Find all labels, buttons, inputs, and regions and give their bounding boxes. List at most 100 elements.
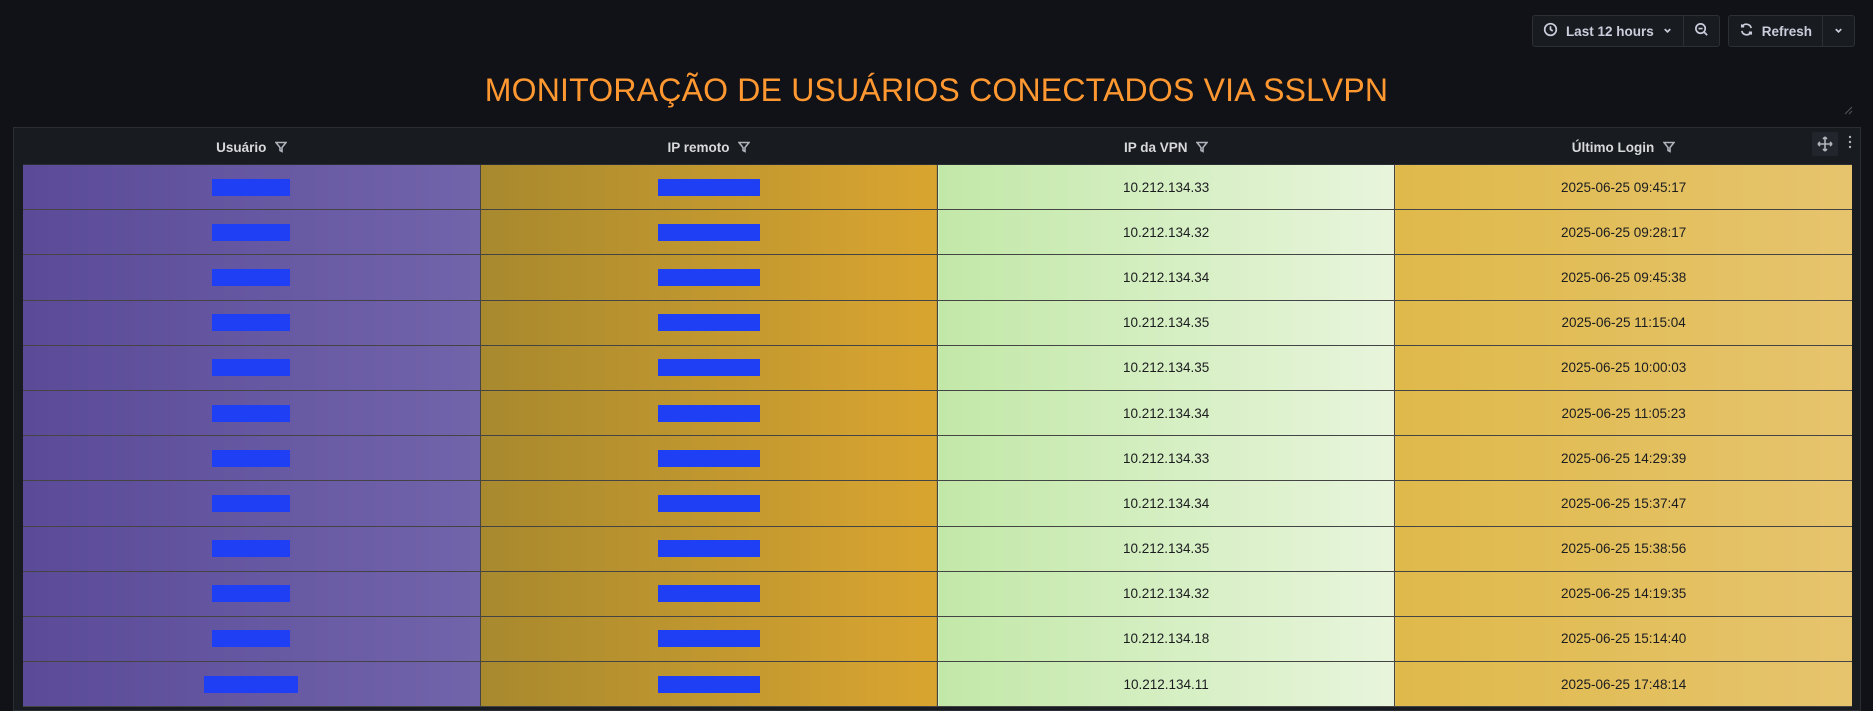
zoom-out-button[interactable]	[1682, 16, 1719, 46]
cell-remote-ip	[479, 254, 938, 301]
redacted-value	[657, 585, 760, 603]
page-title: MONITORAÇÃO DE USUÁRIOS CONECTADOS VIA S…	[484, 72, 1389, 108]
table-row: 10.212.134.35 2025-06-25 15:38:56	[23, 526, 1852, 572]
chevron-down-icon	[1662, 24, 1673, 39]
cell-last-login: 2025-06-25 15:37:47	[1394, 480, 1852, 527]
column-header-label: IP da VPN	[1123, 140, 1188, 156]
redacted-value	[657, 359, 760, 377]
cell-vpn-ip: 10.212.134.32	[936, 571, 1395, 617]
cell-vpn-ip: 10.212.134.34	[936, 390, 1395, 437]
redacted-value	[212, 449, 291, 467]
sessions-table: Usuário IP remoto IP da VPN Último Login	[23, 132, 1852, 708]
move-panel-button[interactable]	[1812, 132, 1838, 156]
cell-remote-ip	[479, 661, 938, 708]
cell-user	[23, 435, 481, 482]
filter-icon[interactable]	[274, 141, 288, 156]
cell-user	[23, 254, 481, 301]
refresh-group: Refresh	[1727, 15, 1855, 47]
table-row: 10.212.134.35 2025-06-25 10:00:03	[23, 345, 1852, 391]
column-header-user[interactable]: Usuário	[23, 132, 481, 165]
chevron-down-icon	[1833, 24, 1844, 39]
cell-vpn-ip: 10.212.134.11	[936, 661, 1395, 708]
refresh-interval-dropdown[interactable]	[1822, 16, 1854, 46]
cell-vpn-ip: 10.212.134.34	[936, 254, 1395, 301]
redacted-value	[212, 178, 291, 196]
redacted-value	[212, 494, 291, 512]
filter-icon[interactable]	[1195, 141, 1209, 156]
redacted-value	[657, 675, 760, 693]
table-row: 10.212.134.33 2025-06-25 14:29:39	[23, 435, 1852, 482]
table-row: 10.212.134.33 2025-06-25 09:45:17	[23, 164, 1852, 211]
cell-user	[23, 616, 481, 663]
redacted-value	[657, 268, 760, 286]
column-header-last-login[interactable]: Último Login	[1394, 132, 1852, 165]
redacted-value	[657, 449, 760, 467]
redacted-value	[212, 359, 291, 377]
cell-last-login: 2025-06-25 09:45:38	[1394, 254, 1852, 301]
table-row: 10.212.134.34 2025-06-25 09:45:38	[23, 254, 1852, 301]
redacted-value	[657, 404, 760, 422]
filter-icon[interactable]	[1662, 141, 1676, 156]
redacted-value	[212, 404, 291, 422]
refresh-icon	[1739, 22, 1754, 40]
cell-vpn-ip: 10.212.134.35	[936, 300, 1395, 346]
dashboard-toolbar: Last 12 hours Refresh	[1531, 15, 1855, 47]
cell-last-login: 2025-06-25 11:05:23	[1394, 390, 1852, 437]
cell-user	[23, 480, 481, 527]
column-header-label: IP remoto	[667, 140, 730, 156]
cell-vpn-ip: 10.212.134.34	[936, 480, 1395, 527]
redacted-value	[204, 675, 299, 693]
redacted-value	[212, 585, 291, 603]
table-row: 10.212.134.35 2025-06-25 11:15:04	[23, 300, 1852, 346]
table-row: 10.212.134.34 2025-06-25 11:05:23	[23, 390, 1852, 437]
cell-vpn-ip: 10.212.134.33	[936, 164, 1395, 211]
cell-last-login: 2025-06-25 14:19:35	[1394, 571, 1852, 617]
cell-last-login: 2025-06-25 11:15:04	[1394, 300, 1852, 346]
column-header-label: Último Login	[1571, 140, 1655, 156]
cell-remote-ip	[479, 390, 938, 437]
move-icon	[1817, 136, 1833, 152]
cell-last-login: 2025-06-25 15:14:40	[1394, 616, 1852, 663]
column-header-remote-ip[interactable]: IP remoto	[480, 132, 938, 165]
cell-remote-ip	[479, 480, 938, 527]
redacted-value	[212, 314, 291, 332]
table-row: 10.212.134.32 2025-06-25 14:19:35	[23, 571, 1852, 617]
column-header-vpn-ip[interactable]: IP da VPN	[937, 132, 1395, 165]
redacted-value	[212, 223, 291, 241]
redacted-value	[657, 314, 760, 332]
cell-remote-ip	[479, 209, 938, 256]
cell-vpn-ip: 10.212.134.35	[936, 526, 1395, 572]
cell-user	[23, 390, 481, 437]
redacted-value	[657, 223, 760, 241]
cell-last-login: 2025-06-25 14:29:39	[1394, 435, 1852, 482]
resize-handle-icon[interactable]	[1843, 105, 1853, 115]
table-row: 10.212.134.32 2025-06-25 09:28:17	[23, 209, 1852, 256]
cell-user	[23, 661, 481, 708]
filter-icon[interactable]	[737, 141, 751, 156]
redacted-value	[657, 178, 760, 196]
redacted-value	[212, 630, 291, 648]
clock-icon	[1543, 22, 1558, 40]
redacted-value	[657, 630, 760, 648]
redacted-value	[212, 268, 291, 286]
redacted-value	[657, 494, 760, 512]
cell-last-login: 2025-06-25 10:00:03	[1394, 345, 1852, 391]
cell-vpn-ip: 10.212.134.18	[936, 616, 1395, 663]
cell-user	[23, 300, 481, 346]
time-range-picker[interactable]: Last 12 hours	[1533, 16, 1683, 46]
cell-user	[23, 164, 481, 211]
redacted-value	[212, 540, 291, 558]
cell-user	[23, 345, 481, 391]
cell-last-login: 2025-06-25 15:38:56	[1394, 526, 1852, 572]
cell-remote-ip	[479, 616, 938, 663]
cell-remote-ip	[479, 164, 938, 211]
cell-user	[23, 526, 481, 572]
zoom-out-icon	[1694, 22, 1709, 40]
table-row: 10.212.134.18 2025-06-25 15:14:40	[23, 616, 1852, 663]
redacted-value	[657, 540, 760, 558]
cell-last-login: 2025-06-25 09:45:17	[1394, 164, 1852, 211]
panel-menu-button[interactable]	[1848, 135, 1852, 154]
refresh-button[interactable]: Refresh	[1729, 16, 1822, 46]
table-row: 10.212.134.11 2025-06-25 17:48:14	[23, 661, 1852, 708]
cell-remote-ip	[479, 571, 938, 617]
